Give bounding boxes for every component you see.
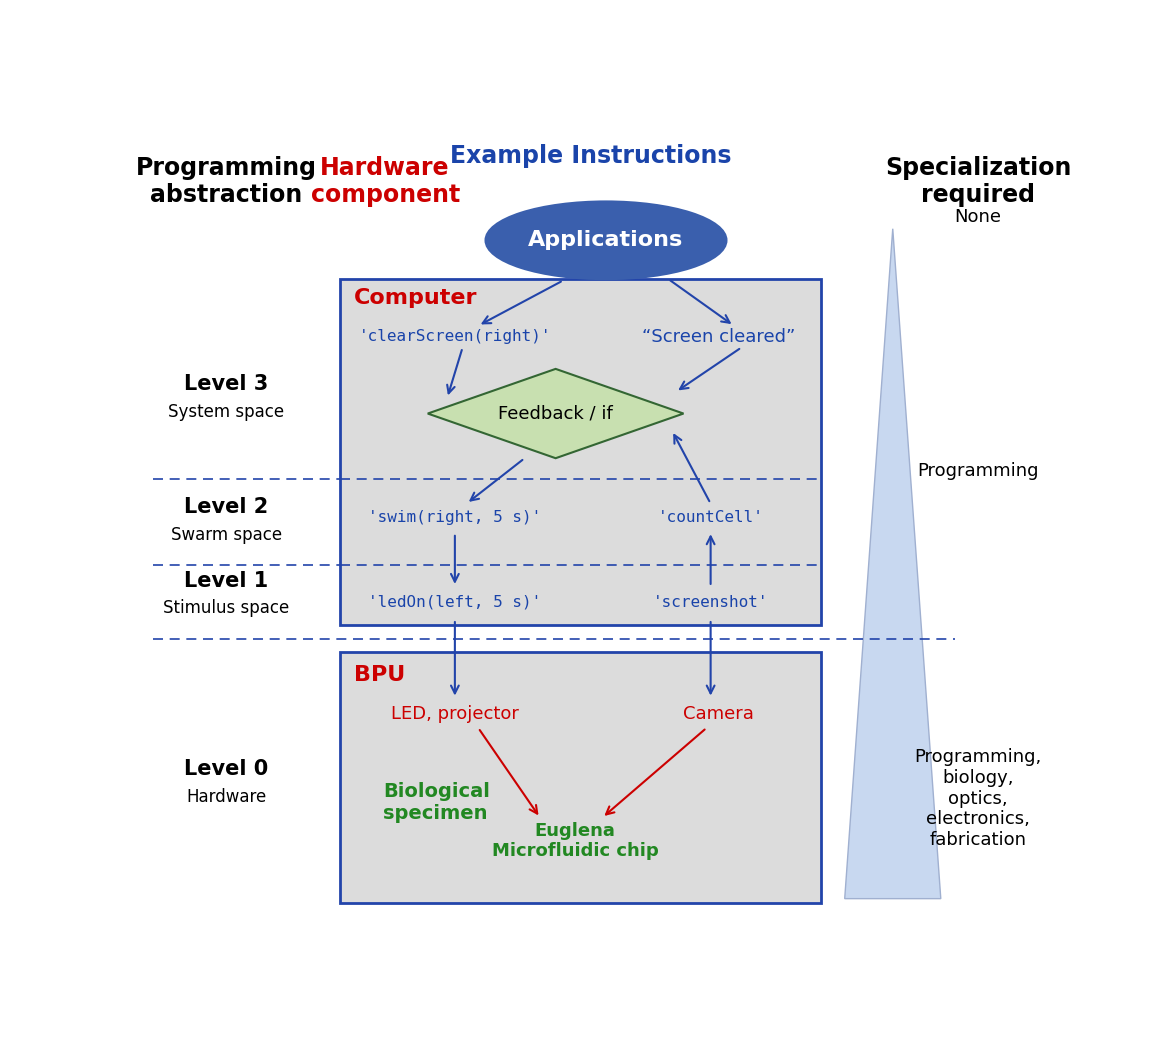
Text: 'swim(right, 5 s)': 'swim(right, 5 s)' bbox=[369, 510, 541, 525]
Text: Applications: Applications bbox=[529, 230, 684, 251]
Text: Stimulus space: Stimulus space bbox=[163, 599, 290, 618]
Text: Programming: Programming bbox=[917, 463, 1038, 480]
Text: Camera: Camera bbox=[683, 705, 753, 723]
FancyBboxPatch shape bbox=[341, 652, 821, 903]
Text: LED, projector: LED, projector bbox=[391, 705, 519, 723]
Text: Level 3: Level 3 bbox=[184, 374, 269, 394]
Text: Computer: Computer bbox=[355, 288, 478, 308]
Text: None: None bbox=[955, 208, 1001, 226]
Polygon shape bbox=[428, 369, 684, 459]
Text: Programming
abstraction: Programming abstraction bbox=[136, 156, 316, 207]
FancyBboxPatch shape bbox=[341, 279, 821, 625]
Text: Programming,
biology,
optics,
electronics,
fabrication: Programming, biology, optics, electronic… bbox=[914, 748, 1042, 849]
Text: Swarm space: Swarm space bbox=[170, 526, 282, 544]
Ellipse shape bbox=[486, 202, 727, 279]
Text: “Screen cleared”: “Screen cleared” bbox=[642, 328, 795, 345]
Text: Euglena
Microfluidic chip: Euglena Microfluidic chip bbox=[491, 822, 658, 860]
Text: System space: System space bbox=[168, 404, 284, 421]
Polygon shape bbox=[845, 229, 941, 899]
Text: Level 1: Level 1 bbox=[184, 571, 269, 591]
Text: Example Instructions: Example Instructions bbox=[450, 145, 731, 168]
Text: Hardware
component: Hardware component bbox=[311, 156, 460, 207]
Text: 'countCell': 'countCell' bbox=[657, 510, 764, 525]
Text: Level 0: Level 0 bbox=[184, 759, 269, 779]
Text: Level 2: Level 2 bbox=[184, 497, 269, 518]
Text: 'screenshot': 'screenshot' bbox=[653, 595, 768, 609]
Text: 'ledOn(left, 5 s)': 'ledOn(left, 5 s)' bbox=[369, 595, 541, 609]
Text: Feedback / if: Feedback / if bbox=[498, 405, 613, 422]
Text: 'clearScreen(right)': 'clearScreen(right)' bbox=[358, 329, 552, 344]
Text: Hardware: Hardware bbox=[187, 788, 267, 806]
Text: Specialization
required: Specialization required bbox=[884, 156, 1071, 207]
Text: Biological
specimen: Biological specimen bbox=[382, 782, 489, 823]
Text: BPU: BPU bbox=[355, 666, 406, 685]
